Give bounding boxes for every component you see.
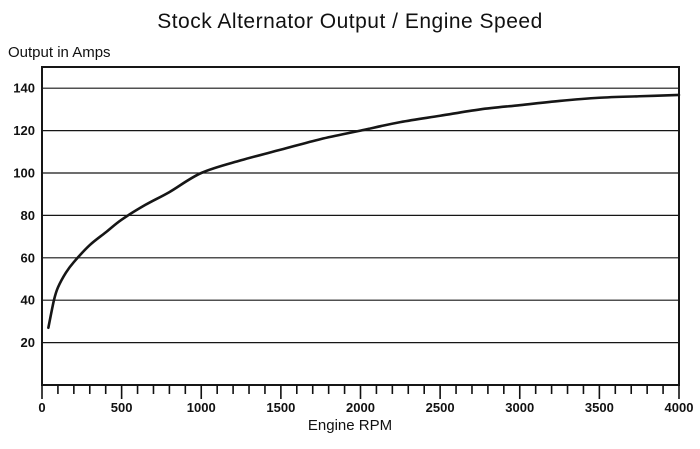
x-tick-label: 3500: [585, 400, 614, 415]
x-tick-label: 1000: [187, 400, 216, 415]
data-curve: [47, 93, 681, 330]
x-tick-label: 1500: [266, 400, 295, 415]
y-tick-label: 40: [21, 293, 35, 308]
y-axis-label: Output in Amps: [8, 44, 111, 61]
x-axis-label: Engine RPM: [307, 417, 393, 434]
x-tick-label: 4000: [665, 400, 694, 415]
x-tick-label: 2500: [426, 400, 455, 415]
chart-title: Stock Alternator Output / Engine Speed: [157, 10, 543, 33]
plot-frame: [41, 66, 680, 386]
x-tick-label: 2000: [346, 400, 375, 415]
y-tick-label: 140: [13, 81, 35, 96]
y-tick-label: 120: [13, 123, 35, 138]
y-tick-label: 60: [21, 250, 35, 265]
x-tick-label: 0: [38, 400, 45, 415]
y-tick-label: 80: [21, 208, 35, 223]
y-tick-label: 20: [21, 335, 35, 350]
x-tick-label: 500: [111, 400, 133, 415]
y-tick-label: 100: [13, 166, 35, 181]
x-tick-label: 3000: [505, 400, 534, 415]
